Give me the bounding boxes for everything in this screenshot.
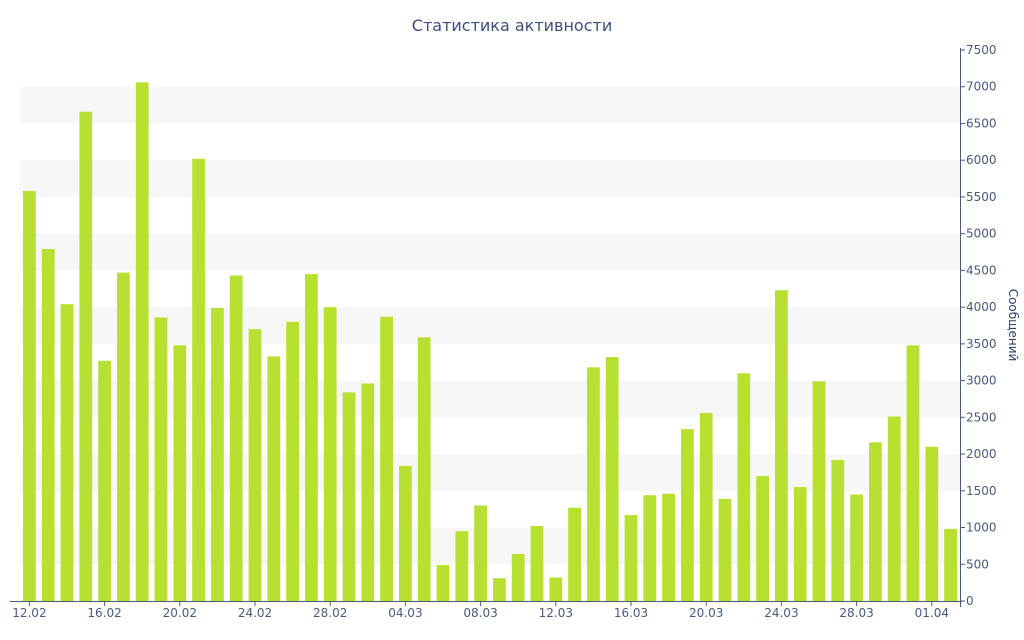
- x-tick-label: 01.04: [915, 606, 949, 620]
- bar[interactable]: [662, 493, 675, 601]
- bar[interactable]: [643, 495, 657, 601]
- x-tick-label: 28.03: [839, 606, 873, 620]
- bar[interactable]: [361, 383, 375, 601]
- y-tick-label: 3500: [966, 337, 997, 351]
- bar[interactable]: [587, 367, 600, 601]
- x-tick-label: 24.03: [764, 606, 798, 620]
- x-tick-label: 16.02: [87, 606, 121, 620]
- y-tick-label: 5000: [966, 227, 997, 241]
- bar[interactable]: [887, 416, 901, 601]
- bar[interactable]: [568, 507, 581, 601]
- x-tick-label: 28.02: [313, 606, 347, 620]
- x-tick-label: 12.03: [539, 606, 573, 620]
- bar[interactable]: [323, 307, 337, 601]
- y-tick-label: 4000: [966, 300, 997, 314]
- x-tick-label: 20.03: [689, 606, 723, 620]
- bar[interactable]: [60, 304, 74, 601]
- bar[interactable]: [925, 446, 939, 601]
- bar[interactable]: [173, 345, 187, 601]
- grid-band: [20, 233, 960, 271]
- bar[interactable]: [192, 158, 205, 602]
- y-tick-label: 7000: [966, 80, 997, 94]
- bar[interactable]: [117, 272, 130, 601]
- bar[interactable]: [79, 111, 93, 601]
- bar[interactable]: [436, 565, 450, 601]
- x-axis-ticks: 12.02 16.02 20.02 24.02 28.02 04.03 08.03 12.03…: [12, 601, 949, 620]
- bar[interactable]: [305, 274, 318, 601]
- bar[interactable]: [869, 442, 882, 601]
- bar[interactable]: [944, 529, 957, 601]
- bar[interactable]: [699, 412, 713, 601]
- bar[interactable]: [41, 249, 55, 601]
- bar[interactable]: [850, 494, 863, 601]
- bar[interactable]: [718, 498, 732, 601]
- y-tick-label: 6000: [966, 153, 997, 167]
- bar[interactable]: [211, 307, 224, 601]
- background-bands: [20, 86, 960, 565]
- x-tick-label: 04.03: [388, 606, 422, 620]
- bar[interactable]: [831, 459, 845, 601]
- bar[interactable]: [342, 392, 356, 601]
- y-tick-label: 5500: [966, 190, 997, 204]
- bar[interactable]: [812, 381, 826, 601]
- y-tick-label: 1000: [966, 521, 997, 535]
- axes: [10, 48, 962, 607]
- bar[interactable]: [624, 515, 638, 601]
- bar[interactable]: [399, 465, 412, 601]
- grid-band: [20, 160, 960, 197]
- bar[interactable]: [98, 360, 111, 601]
- y-tick-label: 2500: [966, 410, 997, 424]
- y-axis-ticks: 0 500 1000 1500 2000 2500 3000 3500 4000 4500 5000…: [960, 43, 997, 608]
- grid-band: [20, 86, 960, 124]
- grid-band: [20, 307, 960, 344]
- bar[interactable]: [793, 487, 807, 601]
- bar[interactable]: [530, 526, 544, 601]
- y-axis-label: Сообщений: [1006, 289, 1020, 362]
- y-tick-label: 0: [966, 594, 974, 608]
- bar[interactable]: [474, 505, 487, 601]
- x-tick-label: 08.03: [463, 606, 497, 620]
- bar[interactable]: [493, 578, 506, 601]
- y-tick-label: 6500: [966, 116, 997, 130]
- bar[interactable]: [605, 357, 619, 601]
- bar[interactable]: [135, 82, 149, 602]
- bar[interactable]: [229, 275, 243, 601]
- bar[interactable]: [549, 577, 563, 601]
- bar[interactable]: [756, 476, 769, 601]
- bar[interactable]: [248, 329, 262, 601]
- y-tick-label: 500: [966, 557, 989, 571]
- x-tick-label: 20.02: [163, 606, 197, 620]
- bar[interactable]: [681, 429, 694, 601]
- y-tick-label: 1500: [966, 484, 997, 498]
- bar[interactable]: [511, 553, 525, 601]
- y-tick-label: 7500: [966, 43, 997, 57]
- bar-series: [23, 82, 957, 602]
- bar[interactable]: [154, 317, 168, 601]
- bar[interactable]: [267, 356, 281, 601]
- bar[interactable]: [417, 337, 431, 601]
- bar[interactable]: [455, 531, 469, 601]
- y-tick-label: 2000: [966, 447, 997, 461]
- x-tick-label: 12.02: [12, 606, 46, 620]
- x-tick-label: 16.03: [614, 606, 648, 620]
- bar[interactable]: [906, 345, 920, 601]
- bar[interactable]: [23, 191, 36, 601]
- bar[interactable]: [286, 321, 299, 601]
- chart-title: Статистика активности: [412, 16, 612, 35]
- bar[interactable]: [380, 316, 393, 601]
- y-tick-label: 4500: [966, 263, 997, 277]
- x-tick-label: 24.02: [238, 606, 272, 620]
- bar[interactable]: [737, 373, 751, 601]
- y-tick-label: 3000: [966, 374, 997, 388]
- bar[interactable]: [775, 290, 788, 601]
